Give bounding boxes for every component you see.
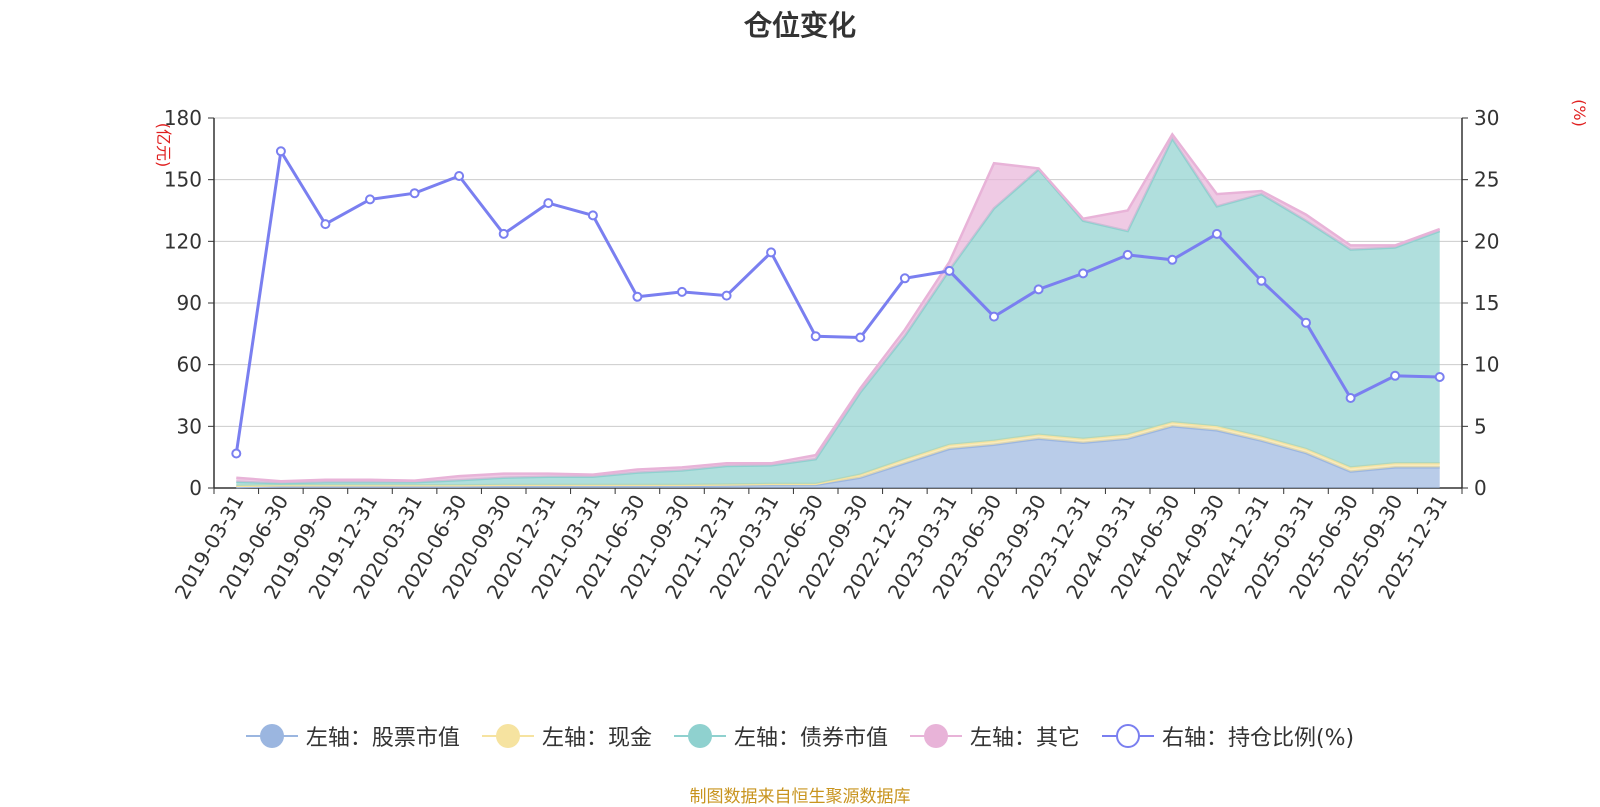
ratio-point <box>1256 275 1267 286</box>
ratio-point <box>989 311 999 322</box>
ratio-point <box>721 290 732 301</box>
ratio-point <box>810 331 821 342</box>
ratio-point <box>275 146 286 157</box>
legend-swatch-cash <box>481 724 534 748</box>
y-left-tick-label: 90 <box>177 291 202 315</box>
legend-item-ratio[interactable]: 右轴：持仓比例(%) <box>1101 720 1355 752</box>
ratio-point <box>1122 249 1133 260</box>
y-right-tick-label: 0 <box>1474 476 1487 500</box>
legend-swatch-other <box>909 724 962 748</box>
ratio-point <box>766 247 777 258</box>
legend-label-stock: 左轴：股票市值 <box>305 726 460 751</box>
ratio-point <box>1033 284 1044 295</box>
ratio-point <box>320 219 331 230</box>
ratio-point <box>677 286 687 297</box>
area-edge-series-3 <box>236 132 1441 483</box>
ratio-point <box>1211 228 1222 239</box>
ratio-point <box>409 188 420 199</box>
legend-item-bond[interactable]: 左轴：债券市值 <box>673 720 888 752</box>
ratio-point <box>587 210 598 221</box>
legend-item-cash[interactable]: 左轴：现金 <box>481 720 652 752</box>
ratio-point <box>1078 268 1089 279</box>
legend-item-other[interactable]: 左轴：其它 <box>909 720 1080 752</box>
area-series-2 <box>236 138 1440 486</box>
ratio-line <box>234 146 1440 454</box>
legend-label-ratio: 右轴：持仓比例(%) <box>1161 726 1355 751</box>
y-left-tick-label: 0 <box>189 476 202 500</box>
y-left-unit-label: (亿元) <box>154 123 173 168</box>
source-note: 制图数据来自恒生聚源数据库 <box>689 787 911 807</box>
legend-swatch-bond <box>673 724 726 748</box>
y-right-tick-label: 20 <box>1474 229 1499 253</box>
chart-title: 仓位变化 <box>743 9 856 42</box>
y-right-unit-label: (%) <box>1570 99 1589 127</box>
ratio-point <box>1345 393 1356 403</box>
ratio-point <box>231 448 242 459</box>
ratio-point <box>899 273 910 284</box>
ratio-point <box>855 332 866 343</box>
ratio-point <box>632 291 643 302</box>
y-right-tick-label: 15 <box>1474 291 1499 315</box>
legend-label-cash: 左轴：现金 <box>541 726 652 751</box>
legend-item-stock[interactable]: 左轴：股票市值 <box>245 720 460 752</box>
ratio-point <box>1301 317 1311 328</box>
ratio-point <box>365 194 375 205</box>
legend-label-other: 左轴：其它 <box>969 726 1080 751</box>
y-left-tick-label: 120 <box>164 229 202 253</box>
legend-swatch-ratio <box>1101 724 1154 748</box>
y-right-tick-label: 30 <box>1474 106 1499 130</box>
y-right-tick-label: 10 <box>1474 353 1499 377</box>
ratio-point <box>944 265 955 276</box>
chart-plot: 0306090120150180051015202530(亿元)(%)2019-… <box>154 99 1589 603</box>
ratio-point <box>1390 370 1401 381</box>
ratio-point <box>1434 372 1445 382</box>
ratio-point <box>454 171 465 181</box>
ratio-point <box>1167 254 1178 265</box>
ratio-point <box>498 228 509 239</box>
y-left-tick-label: 60 <box>177 353 202 377</box>
ratio-point <box>543 198 554 209</box>
legend-swatch-stock <box>245 724 298 748</box>
area-series-0 <box>236 426 1440 488</box>
legend-label-bond: 左轴：债券市值 <box>733 726 888 751</box>
y-left-tick-label: 30 <box>177 414 202 438</box>
legend: 左轴：股票市值 左轴：现金 左轴：债券市值 左轴：其它 右轴：持仓比例(%) <box>0 720 1600 752</box>
y-left-tick-label: 150 <box>164 168 202 192</box>
y-right-tick-label: 5 <box>1474 414 1487 438</box>
y-right-tick-label: 25 <box>1474 168 1499 192</box>
y-left-tick-label: 180 <box>164 106 202 130</box>
